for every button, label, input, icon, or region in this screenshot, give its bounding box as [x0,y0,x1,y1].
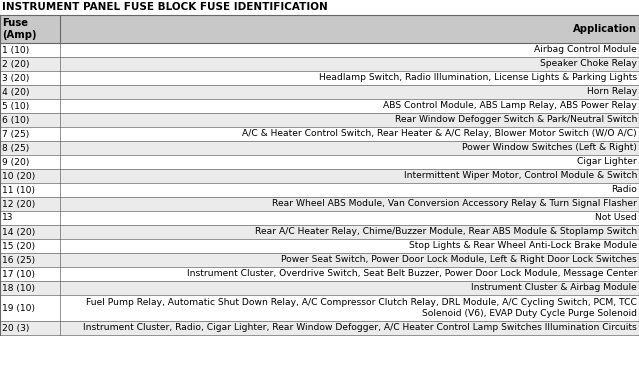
Text: Instrument Cluster & Airbag Module: Instrument Cluster & Airbag Module [471,284,637,293]
Bar [0,239,639,253]
Text: Rear Wheel ABS Module, Van Conversion Accessory Relay & Turn Signal Flasher: Rear Wheel ABS Module, Van Conversion Ac… [272,200,637,209]
Text: 7 (25): 7 (25) [2,129,29,138]
Text: Fuse
(Amp): Fuse (Amp) [2,18,36,40]
Text: 12 (20): 12 (20) [2,200,35,209]
Bar [0,43,639,57]
Text: 20 (3): 20 (3) [2,323,29,332]
Text: Stop Lights & Rear Wheel Anti-Lock Brake Module: Stop Lights & Rear Wheel Anti-Lock Brake… [409,241,637,250]
Text: Speaker Choke Relay: Speaker Choke Relay [540,59,637,68]
Text: 18 (10): 18 (10) [2,284,35,293]
Bar [0,99,639,113]
Text: 14 (20): 14 (20) [2,227,35,237]
Bar [0,57,639,71]
Bar [0,197,639,211]
Bar [0,15,639,43]
Text: Power Seat Switch, Power Door Lock Module, Left & Right Door Lock Switches: Power Seat Switch, Power Door Lock Modul… [281,256,637,264]
Bar [0,267,639,281]
Bar [0,253,639,267]
Text: 19 (10): 19 (10) [2,303,35,312]
Bar [0,211,639,225]
Bar [0,113,639,127]
Text: A/C & Heater Control Switch, Rear Heater & A/C Relay, Blower Motor Switch (W/O A: A/C & Heater Control Switch, Rear Heater… [242,129,637,138]
Text: Horn Relay: Horn Relay [587,88,637,97]
Text: Airbag Control Module: Airbag Control Module [534,45,637,55]
Text: Rear A/C Heater Relay, Chime/Buzzer Module, Rear ABS Module & Stoplamp Switch: Rear A/C Heater Relay, Chime/Buzzer Modu… [255,227,637,237]
Text: 6 (10): 6 (10) [2,115,29,124]
Text: 9 (20): 9 (20) [2,158,29,167]
Text: Not Used: Not Used [596,214,637,223]
Text: 13: 13 [2,214,13,223]
Text: Intermittent Wiper Motor, Control Module & Switch: Intermittent Wiper Motor, Control Module… [404,171,637,180]
Bar [0,281,639,295]
Bar [0,225,639,239]
Bar [0,71,639,85]
Text: 4 (20): 4 (20) [2,88,29,97]
Text: 3 (20): 3 (20) [2,73,29,82]
Bar [0,141,639,155]
Text: Headlamp Switch, Radio Illumination, License Lights & Parking Lights: Headlamp Switch, Radio Illumination, Lic… [319,73,637,82]
Text: Radio: Radio [611,185,637,194]
Text: Fuel Pump Relay, Automatic Shut Down Relay, A/C Compressor Clutch Relay, DRL Mod: Fuel Pump Relay, Automatic Shut Down Rel… [86,298,637,318]
Bar [0,183,639,197]
Text: Rear Window Defogger Switch & Park/Neutral Switch: Rear Window Defogger Switch & Park/Neutr… [395,115,637,124]
Text: 2 (20): 2 (20) [2,59,29,68]
Text: Instrument Cluster, Overdrive Switch, Seat Belt Buzzer, Power Door Lock Module, : Instrument Cluster, Overdrive Switch, Se… [187,270,637,279]
Text: 5 (10): 5 (10) [2,102,29,111]
Text: 11 (10): 11 (10) [2,185,35,194]
Bar [0,321,639,335]
Bar [0,155,639,169]
Text: 17 (10): 17 (10) [2,270,35,279]
Bar [0,169,639,183]
Text: Cigar Lighter: Cigar Lighter [577,158,637,167]
Text: ABS Control Module, ABS Lamp Relay, ABS Power Relay: ABS Control Module, ABS Lamp Relay, ABS … [383,102,637,111]
Text: INSTRUMENT PANEL FUSE BLOCK FUSE IDENTIFICATION: INSTRUMENT PANEL FUSE BLOCK FUSE IDENTIF… [2,2,328,12]
Text: 16 (25): 16 (25) [2,256,35,264]
Text: Power Window Switches (Left & Right): Power Window Switches (Left & Right) [462,144,637,153]
Text: Application: Application [573,24,637,34]
Text: 8 (25): 8 (25) [2,144,29,153]
Text: Instrument Cluster, Radio, Cigar Lighter, Rear Window Defogger, A/C Heater Contr: Instrument Cluster, Radio, Cigar Lighter… [83,323,637,332]
Text: 15 (20): 15 (20) [2,241,35,250]
Text: 10 (20): 10 (20) [2,171,35,180]
Bar [0,295,639,321]
Text: 1 (10): 1 (10) [2,45,29,55]
Bar [0,85,639,99]
Bar [0,127,639,141]
